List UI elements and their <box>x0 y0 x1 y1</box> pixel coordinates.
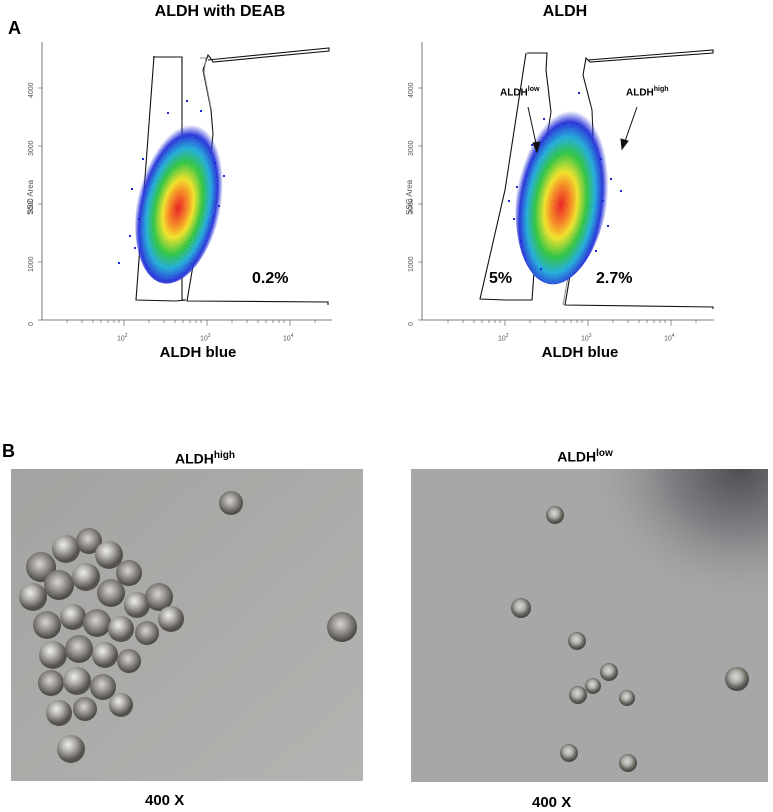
plot-2-ytick-2000: 2000 <box>408 198 415 214</box>
micrograph-aldh-high <box>11 469 363 781</box>
panel-b-letter: B <box>2 441 15 461</box>
plot-1-xtick-1e4: 104 <box>283 333 294 343</box>
plot-2-xtick-1e4: 104 <box>664 333 675 343</box>
plot-2-gate-percentage-low: 5% <box>489 270 513 287</box>
single-cell <box>219 491 243 515</box>
micrograph-aldh-low <box>411 469 768 782</box>
arrow-to-low-gate <box>527 106 541 154</box>
plot-1-xlabel: ALDH blue <box>159 344 237 361</box>
plot-1-axes <box>38 42 332 326</box>
plot-2-ytick-4000: 4000 <box>408 82 415 98</box>
cell-cluster <box>19 528 184 763</box>
plot-1-xtick-1e3: 103 <box>200 333 211 343</box>
plot-1-xtick-1e2: 102 <box>117 333 128 343</box>
micrograph-2-magnification: 400 X <box>532 794 572 811</box>
plot-1-title: ALDH with DEAB <box>154 3 286 20</box>
plot-1-gate-percentage: 0.2% <box>252 270 289 287</box>
plot-2-annotation-low: ALDHlow <box>500 86 540 99</box>
panel-a-letter: A <box>8 18 21 38</box>
plot-1-positive-gate <box>186 47 330 305</box>
plot-2-xlabel: ALDH blue <box>541 344 619 361</box>
plot-1-density-cloud <box>118 100 225 284</box>
micrograph-1-title: ALDHhigh <box>175 450 235 467</box>
scattered-cells <box>511 506 749 772</box>
plot-2-ytick-1000: 1000 <box>408 256 415 272</box>
plot-2-annotation-arrows <box>527 106 638 154</box>
plot-2-scatter-dots <box>508 92 622 270</box>
plot-1-negative-gate <box>135 55 187 302</box>
plot-1-gates <box>135 47 330 305</box>
plot-2-ytick-0: 0 <box>408 322 415 326</box>
plot-2-xtick-1e2: 102 <box>498 333 509 343</box>
plot-2-title: ALDH <box>542 3 588 20</box>
plot-2-annotation-high: ALDHhigh <box>626 86 669 99</box>
plot-2-high-gate <box>564 49 714 309</box>
arrow-to-high-gate <box>620 106 638 151</box>
plot-2-xtick-1e3: 103 <box>581 333 592 343</box>
single-cell <box>327 612 357 642</box>
plot-1-scatter-dots <box>118 100 225 264</box>
micrograph-1-magnification: 400 X <box>145 792 185 809</box>
micrograph-2-title: ALDHlow <box>557 448 613 465</box>
plot-2-axes <box>418 42 714 326</box>
plot-2-gate-percentage-high: 2.7% <box>596 270 633 287</box>
plot-2-ytick-3000: 3000 <box>408 140 415 156</box>
